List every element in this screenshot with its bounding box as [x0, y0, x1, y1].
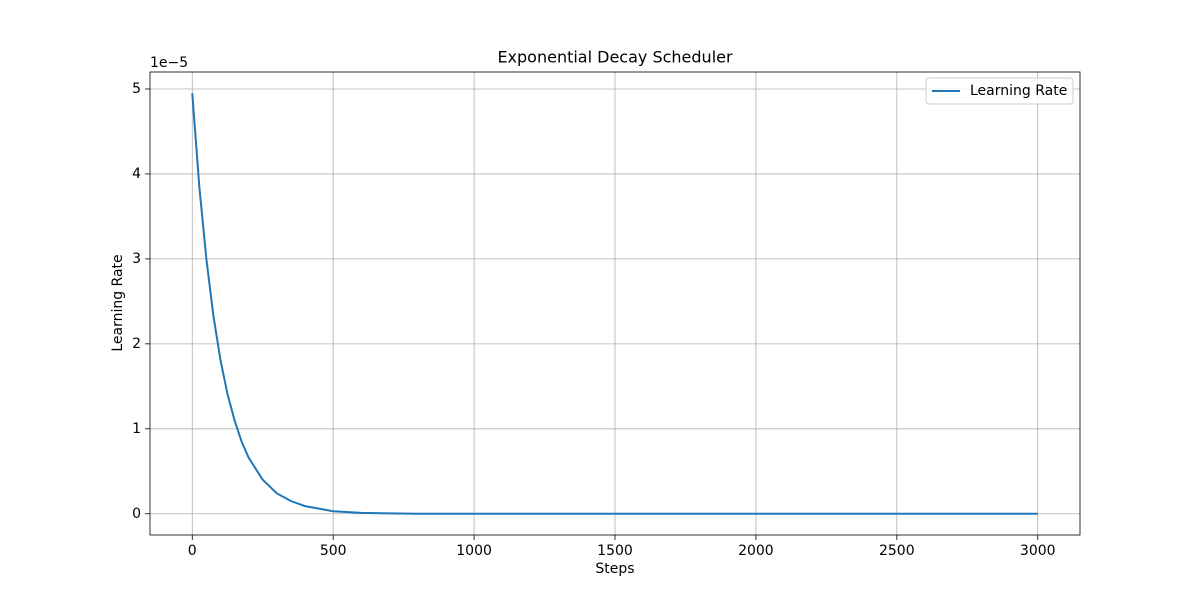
legend-box [925, 77, 1074, 105]
x-tick-label: 2000 [738, 543, 774, 559]
y-axis-label: Learning Rate [110, 254, 126, 351]
y-tick-label: 0 [132, 506, 141, 522]
y-tick-label: 2 [132, 336, 141, 352]
x-tick-label: 3000 [1020, 543, 1056, 559]
y-tick-label: 4 [132, 166, 141, 182]
line [191, 93, 1038, 515]
x-tick-label: 1000 [456, 543, 492, 559]
y-tick-label: 3 [132, 251, 141, 267]
chart-title: Exponential Decay Scheduler [497, 48, 733, 67]
y-tick-label: 5 [132, 81, 141, 97]
plot-frame [149, 71, 1081, 536]
x-tick-label: 0 [188, 543, 197, 559]
y-tick-label: 1 [132, 421, 141, 437]
x-tick-label: 1500 [597, 543, 633, 559]
x-tick-label: 2500 [879, 543, 915, 559]
y-offset-label: 1e−5 [150, 55, 188, 71]
x-tick-label: 500 [320, 543, 347, 559]
legend-label: Learning Rate [970, 83, 1067, 99]
x-axis-label: Steps [595, 561, 634, 577]
